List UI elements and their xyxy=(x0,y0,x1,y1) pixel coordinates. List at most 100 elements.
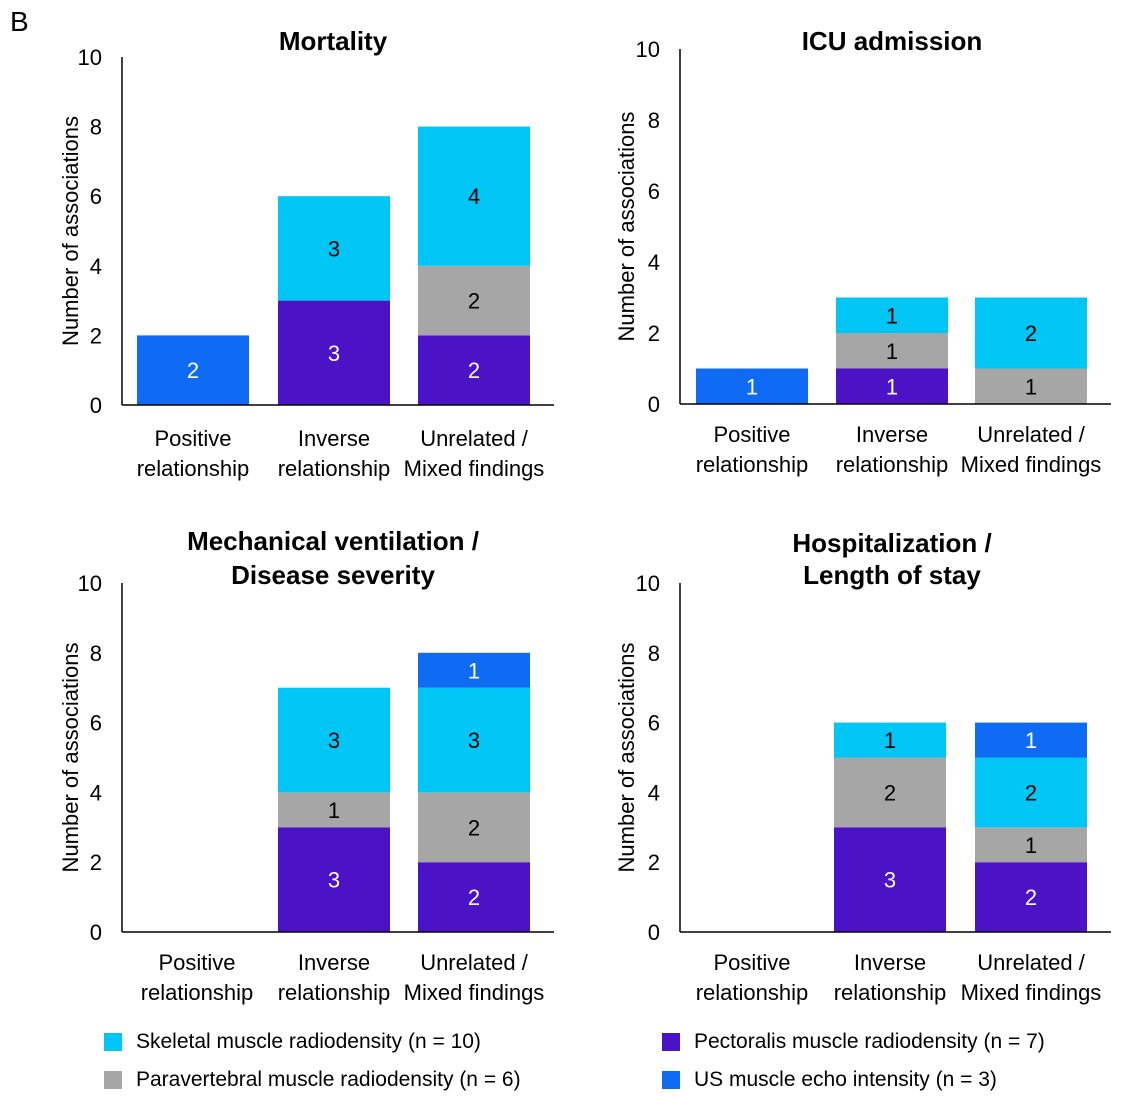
legend-label-pectoralis: Pectoralis muscle radiodensity (n = 7) xyxy=(694,1030,1045,1053)
y-tick-label: 2 xyxy=(90,850,102,875)
data-label: 2 xyxy=(468,815,480,840)
data-label: 1 xyxy=(886,374,898,399)
legend-label-skeletal: Skeletal muscle radiodensity (n = 10) xyxy=(136,1030,481,1053)
bar-segment-skeletal xyxy=(418,126,530,266)
x-tick-label: Positive xyxy=(154,426,231,451)
bar-segment-paravertebral xyxy=(418,265,530,336)
data-label: 3 xyxy=(328,236,340,261)
legend-swatch-skeletal xyxy=(104,1033,122,1051)
data-label: 3 xyxy=(468,728,480,753)
chart-title: Length of stay xyxy=(803,560,981,590)
x-tick-label: Inverse xyxy=(298,950,370,975)
y-tick-label: 8 xyxy=(648,108,660,133)
y-tick-label: 6 xyxy=(90,711,102,736)
data-label: 2 xyxy=(468,289,480,314)
x-tick-label: Positive xyxy=(713,950,790,975)
bar-segment-pectoralis xyxy=(975,862,1087,932)
bar-segment-paravertebral xyxy=(418,792,530,863)
y-tick-label: 0 xyxy=(648,920,660,945)
x-tick-label: relationship xyxy=(278,456,391,481)
bar-segment-skeletal xyxy=(834,722,946,758)
bar-segment-skeletal xyxy=(278,687,390,793)
bar-segment-skeletal xyxy=(418,687,530,793)
data-label: 2 xyxy=(468,885,480,910)
data-label: 2 xyxy=(1025,885,1037,910)
y-tick-label: 2 xyxy=(648,321,660,346)
chart-title: Disease severity xyxy=(231,560,435,590)
bar-segment-paravertebral xyxy=(836,333,948,369)
y-tick-label: 2 xyxy=(90,323,102,348)
y-axis-label: Number of associations xyxy=(58,643,83,873)
legend-item-pectoralis: Pectoralis muscle radiodensity (n = 7) xyxy=(662,1030,1045,1054)
legend-item-skeletal: Skeletal muscle radiodensity (n = 10) xyxy=(104,1030,481,1054)
y-tick-label: 10 xyxy=(78,45,102,70)
y-axis-label: Number of associations xyxy=(614,112,639,342)
data-label: 3 xyxy=(328,868,340,893)
bar-segment-pectoralis xyxy=(418,335,530,405)
data-label: 3 xyxy=(328,728,340,753)
bar-segment-pectoralis xyxy=(278,300,390,405)
data-label: 1 xyxy=(886,339,898,364)
data-label: 2 xyxy=(1025,780,1037,805)
x-tick-label: Unrelated / xyxy=(420,950,529,975)
bar-segment-us xyxy=(418,652,530,688)
x-tick-label: relationship xyxy=(278,980,391,1005)
x-tick-label: relationship xyxy=(696,980,809,1005)
x-tick-label: Inverse xyxy=(854,950,926,975)
bar-segment-us xyxy=(137,335,249,405)
x-tick-label: Positive xyxy=(713,422,790,447)
legend-item-us: US muscle echo intensity (n = 3) xyxy=(662,1068,997,1092)
bar-segment-pectoralis xyxy=(836,368,948,404)
x-tick-label: Unrelated / xyxy=(420,426,529,451)
bar-segment-skeletal xyxy=(278,196,390,301)
data-label: 2 xyxy=(468,358,480,383)
legend-item-paravertebral: Paravertebral muscle radiodensity (n = 6… xyxy=(104,1068,521,1092)
y-tick-label: 6 xyxy=(90,184,102,209)
y-tick-label: 4 xyxy=(90,780,102,805)
data-label: 3 xyxy=(884,868,896,893)
data-label: 1 xyxy=(468,658,480,683)
legend-label-us: US muscle echo intensity (n = 3) xyxy=(694,1068,997,1091)
bar-segment-skeletal xyxy=(975,757,1087,828)
legend-swatch-paravertebral xyxy=(104,1071,122,1089)
data-label: 1 xyxy=(746,374,758,399)
data-label: 1 xyxy=(1025,374,1037,399)
y-tick-label: 8 xyxy=(648,641,660,666)
y-tick-label: 4 xyxy=(648,780,660,805)
x-tick-label: Mixed findings xyxy=(961,980,1102,1005)
y-tick-label: 4 xyxy=(648,250,660,275)
y-tick-label: 8 xyxy=(90,115,102,140)
y-tick-label: 2 xyxy=(648,850,660,875)
x-tick-label: relationship xyxy=(141,980,254,1005)
x-tick-label: relationship xyxy=(696,452,809,477)
data-label: 2 xyxy=(1025,321,1037,346)
bar-segment-us xyxy=(975,722,1087,758)
y-tick-label: 10 xyxy=(78,571,102,596)
data-label: 1 xyxy=(328,798,340,823)
x-tick-label: Positive xyxy=(158,950,235,975)
y-axis-label: Number of associations xyxy=(614,643,639,873)
bar-segment-paravertebral xyxy=(834,757,946,828)
bar-segment-skeletal xyxy=(836,297,948,333)
data-label: 3 xyxy=(328,341,340,366)
legend-label-paravertebral: Paravertebral muscle radiodensity (n = 6… xyxy=(136,1068,521,1091)
y-tick-label: 6 xyxy=(648,179,660,204)
legend-swatch-pectoralis xyxy=(662,1033,680,1051)
data-label: 1 xyxy=(1025,833,1037,858)
data-label: 2 xyxy=(884,780,896,805)
chart-title: Hospitalization / xyxy=(792,528,991,558)
data-label: 1 xyxy=(886,303,898,328)
figure-label: B xyxy=(10,6,29,37)
x-tick-label: Unrelated / xyxy=(977,950,1086,975)
data-label: 2 xyxy=(187,358,199,383)
x-tick-label: Inverse xyxy=(298,426,370,451)
y-tick-label: 0 xyxy=(90,393,102,418)
y-tick-label: 4 xyxy=(90,254,102,279)
x-tick-label: Mixed findings xyxy=(961,452,1102,477)
x-tick-label: Unrelated / xyxy=(977,422,1086,447)
data-label: 1 xyxy=(884,728,896,753)
y-tick-label: 10 xyxy=(636,37,660,62)
y-tick-label: 0 xyxy=(648,392,660,417)
bar-segment-pectoralis xyxy=(418,862,530,932)
